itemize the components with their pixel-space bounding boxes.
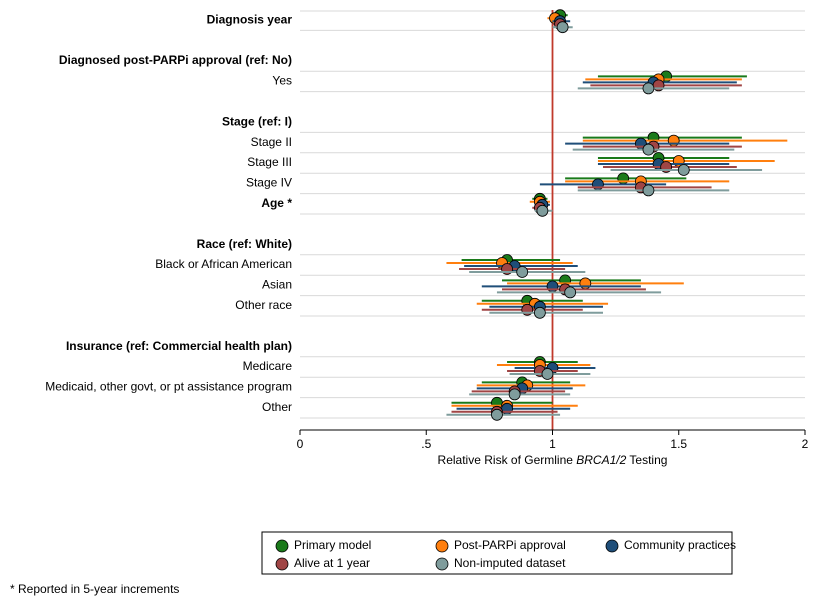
footnote: * Reported in 5-year increments: [10, 582, 179, 596]
point-marker: [678, 165, 689, 176]
row-label: Other: [262, 400, 292, 414]
point-marker: [517, 267, 528, 278]
point-marker: [643, 83, 654, 94]
x-tick-label: .5: [421, 437, 431, 451]
legend-marker: [436, 558, 448, 570]
legend-marker: [276, 540, 288, 552]
point-marker: [542, 369, 553, 380]
point-marker: [557, 22, 568, 33]
legend-label: Post-PARPi approval: [454, 538, 566, 552]
x-tick-label: 2: [802, 437, 809, 451]
legend-label: Non-imputed dataset: [454, 556, 566, 570]
row-label: Diagnosed post-PARPi approval (ref: No): [59, 53, 292, 67]
x-tick-label: 1.5: [670, 437, 687, 451]
legend-label: Community practices: [624, 538, 736, 552]
chart-svg: Diagnosis year Diagnosed post-PARPi appro…: [0, 0, 825, 600]
row-label: Stage III: [247, 155, 292, 169]
x-tick-label: 1: [549, 437, 556, 451]
point-marker: [643, 144, 654, 155]
point-marker: [509, 389, 520, 400]
point-marker: [534, 307, 545, 318]
row-label: Yes: [272, 74, 292, 88]
forest-plot: Diagnosis year Diagnosed post-PARPi appro…: [0, 0, 825, 600]
row-label: Medicaid, other govt, or pt assistance p…: [45, 380, 292, 394]
row-label: Asian: [262, 278, 292, 292]
row-label: Medicare: [243, 359, 293, 373]
row-label: Stage IV: [246, 176, 292, 190]
point-marker: [643, 185, 654, 196]
row-label: Stage (ref: I): [222, 114, 292, 128]
legend-label: Primary model: [294, 538, 371, 552]
legend-marker: [436, 540, 448, 552]
point-marker: [565, 287, 576, 298]
row-label: Diagnosis year: [207, 12, 293, 26]
legend-marker: [276, 558, 288, 570]
row-label: Race (ref: White): [197, 237, 292, 251]
x-axis-title: Relative Risk of Germline BRCA1/2 Testin…: [438, 453, 668, 467]
x-tick-label: 0: [297, 437, 304, 451]
point-marker: [491, 409, 502, 420]
row-label: Age *: [261, 196, 292, 210]
legend-marker: [606, 540, 618, 552]
point-marker: [537, 205, 548, 216]
legend-label: Alive at 1 year: [294, 556, 370, 570]
row-label: Black or African American: [155, 257, 292, 271]
row-label: Insurance (ref: Commercial health plan): [66, 339, 292, 353]
row-label: Stage II: [251, 135, 292, 149]
row-label: Other race: [235, 298, 292, 312]
